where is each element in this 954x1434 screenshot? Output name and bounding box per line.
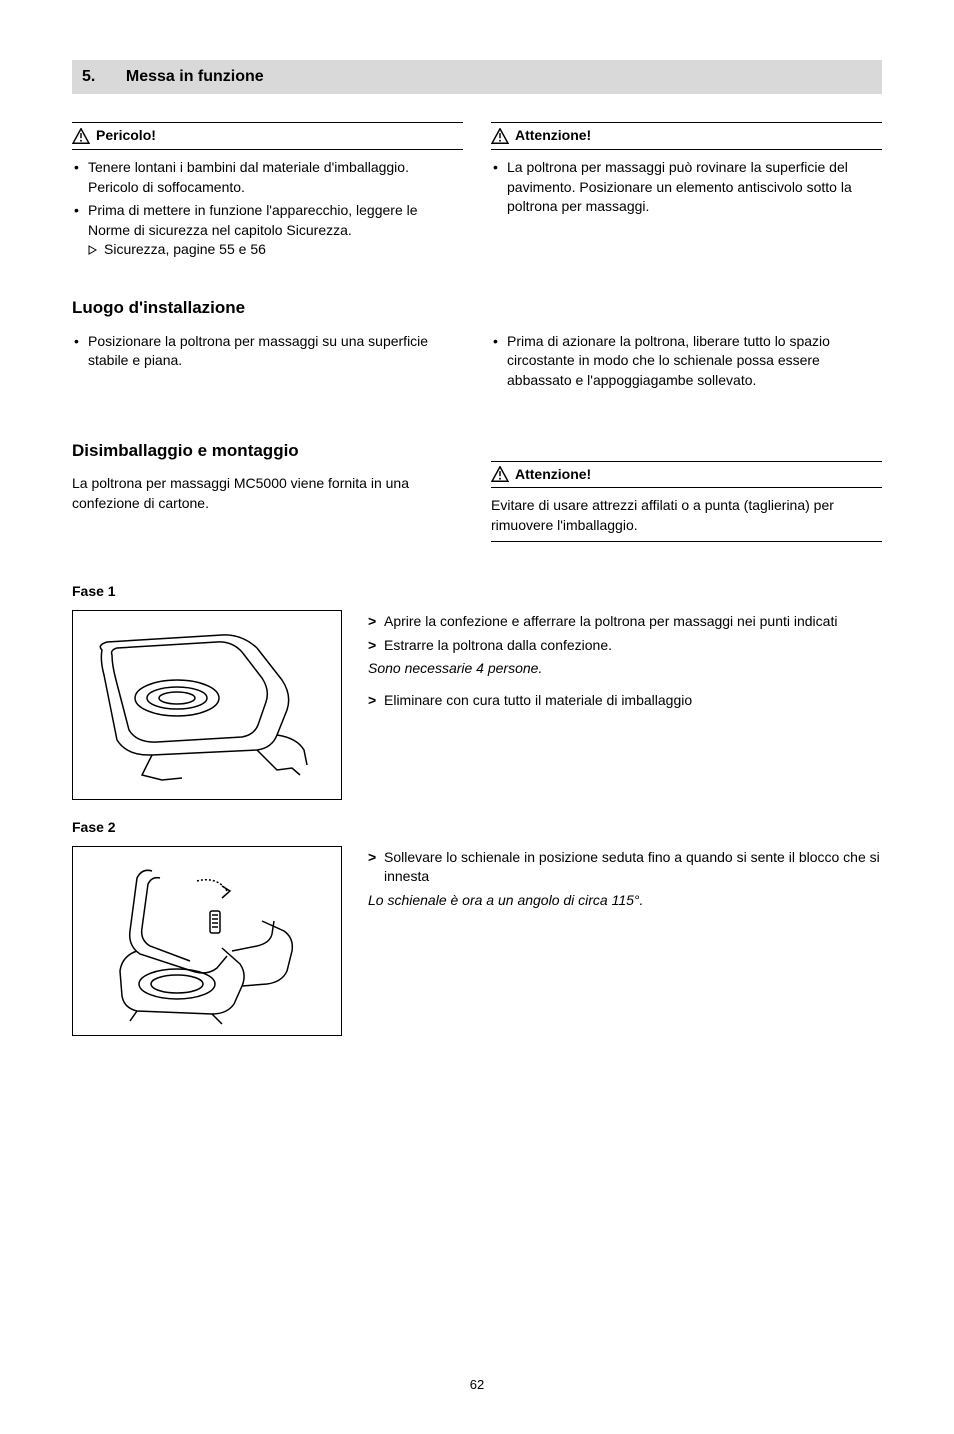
danger-item: Prima di mettere in funzione l'apparecch… bbox=[72, 201, 463, 260]
phase2-row: Sollevare lo schienale in posizione sedu… bbox=[72, 846, 882, 1036]
attention-label: Attenzione! bbox=[515, 126, 591, 146]
phase1-note: Sono necessarie 4 persone. bbox=[368, 659, 882, 679]
attention-item: La poltrona per massaggi può rovinare la… bbox=[491, 158, 882, 217]
attention-heading: Attenzione! bbox=[491, 122, 882, 150]
danger-label: Pericolo! bbox=[96, 126, 156, 146]
warning-triangle-icon bbox=[491, 466, 509, 482]
section-title: Messa in funzione bbox=[126, 68, 264, 85]
unpack-heading: Disimballaggio e montaggio bbox=[72, 439, 463, 463]
danger-list: Tenere lontani i bambini dal materiale d… bbox=[72, 158, 463, 260]
phase2-note: Lo schienale è ora a un angolo di circa … bbox=[368, 891, 882, 911]
section-number: 5. bbox=[82, 66, 122, 88]
attention-body: Evitare di usare attrezzi affilati o a p… bbox=[491, 496, 882, 535]
phase1-text: Aprire la confezione e afferrare la polt… bbox=[368, 610, 882, 714]
xref-triangle-icon bbox=[88, 241, 98, 261]
warning-triangle-icon bbox=[72, 128, 90, 144]
page-number: 62 bbox=[72, 1376, 882, 1394]
danger-item-text: Prima di mettere in funzione l'apparecch… bbox=[88, 202, 418, 238]
step-item: Aprire la confezione e afferrare la polt… bbox=[368, 612, 882, 632]
install-row: Posizionare la poltrona per massaggi su … bbox=[72, 332, 882, 395]
cross-reference: Sicurezza, pagine 55 e 56 bbox=[88, 240, 463, 260]
phase1-row: Aprire la confezione e afferrare la polt… bbox=[72, 610, 882, 800]
danger-item: Tenere lontani i bambini dal materiale d… bbox=[72, 158, 463, 197]
install-left-list: Posizionare la poltrona per massaggi su … bbox=[72, 332, 463, 371]
danger-block: Pericolo! Tenere lontani i bambini dal m… bbox=[72, 122, 463, 260]
phase2-text: Sollevare lo schienale in posizione sedu… bbox=[368, 846, 882, 923]
phase1-label: Fase 1 bbox=[72, 582, 882, 602]
install-heading: Luogo d'installazione bbox=[72, 296, 882, 320]
xref-text: Sicurezza, pagine 55 e 56 bbox=[104, 241, 266, 257]
install-right-list: Prima di azionare la poltrona, liberare … bbox=[491, 332, 882, 391]
step-item: Sollevare lo schienale in posizione sedu… bbox=[368, 848, 882, 887]
phase2-steps: Sollevare lo schienale in posizione sedu… bbox=[368, 848, 882, 887]
attention-block-2: Attenzione! Evitare di usare attrezzi af… bbox=[491, 461, 882, 543]
phase1-illustration bbox=[72, 610, 342, 800]
chair-reclined-icon bbox=[82, 620, 332, 790]
step-item: Eliminare con cura tutto il materiale di… bbox=[368, 691, 882, 711]
attention-block-1: Attenzione! La poltrona per massaggi può… bbox=[491, 122, 882, 216]
chair-upright-icon bbox=[82, 856, 332, 1026]
phase2-illustration bbox=[72, 846, 342, 1036]
attention-label: Attenzione! bbox=[515, 465, 591, 485]
attention-heading: Attenzione! bbox=[491, 461, 882, 489]
danger-heading: Pericolo! bbox=[72, 122, 463, 150]
install-item: Prima di azionare la poltrona, liberare … bbox=[491, 332, 882, 391]
section-header: 5. Messa in funzione bbox=[72, 60, 882, 94]
phase1-steps-b: Eliminare con cura tutto il materiale di… bbox=[368, 691, 882, 711]
unpack-row: Disimballaggio e montaggio La poltrona p… bbox=[72, 425, 882, 565]
warnings-row: Pericolo! Tenere lontani i bambini dal m… bbox=[72, 122, 882, 282]
unpack-intro: La poltrona per massaggi MC5000 viene fo… bbox=[72, 474, 463, 513]
attention-list: La poltrona per massaggi può rovinare la… bbox=[491, 158, 882, 217]
phase1-steps: Aprire la confezione e afferrare la polt… bbox=[368, 612, 882, 655]
step-item: Estrarre la poltrona dalla confezione. bbox=[368, 636, 882, 656]
phase2-label: Fase 2 bbox=[72, 818, 882, 838]
warning-triangle-icon bbox=[491, 128, 509, 144]
install-item: Posizionare la poltrona per massaggi su … bbox=[72, 332, 463, 371]
